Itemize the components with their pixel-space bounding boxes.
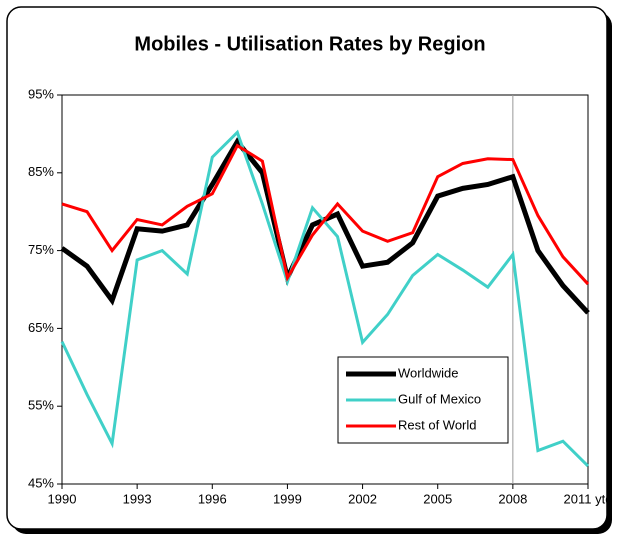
x-tick-label: 2008 [498,491,527,506]
x-tick-label: 1999 [273,491,302,506]
chart-title: Mobiles - Utilisation Rates by Region [134,33,485,55]
x-tick-label: 1993 [123,491,152,506]
legend-label: Worldwide [398,365,458,380]
x-tick-label: 2011 ytd [564,491,613,506]
y-tick-label: 55% [28,398,54,413]
y-tick-label: 45% [28,475,54,490]
x-tick-label: 2002 [348,491,377,506]
y-tick-label: 75% [28,242,54,257]
x-tick-label: 1996 [198,491,227,506]
x-tick-label: 2005 [423,491,452,506]
plot-area [61,94,589,485]
x-tick-label: 1990 [48,491,77,506]
y-tick-label: 85% [28,164,54,179]
legend-label: Rest of World [398,417,477,432]
line-series [60,129,590,468]
y-tick-label: 65% [28,320,54,335]
line-series [61,143,590,286]
legend-label: Gulf of Mexico [398,391,481,406]
y-tick-label: 95% [28,86,54,101]
